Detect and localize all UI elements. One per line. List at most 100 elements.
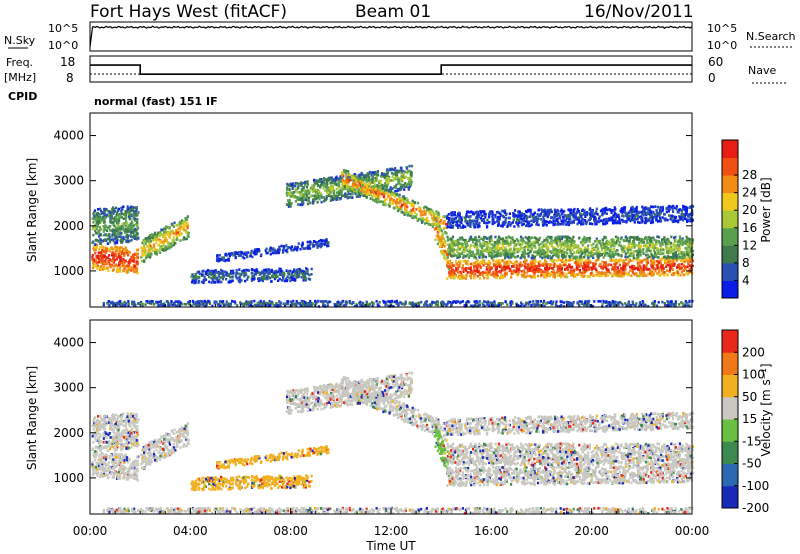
power-cell xyxy=(287,193,290,196)
power-cell xyxy=(591,251,594,255)
power-cell xyxy=(437,238,440,242)
power-cell xyxy=(475,269,478,273)
power-cell xyxy=(617,274,620,278)
power-cell xyxy=(371,198,375,202)
power-cell xyxy=(135,260,139,263)
power-cell xyxy=(169,245,172,249)
power-cell xyxy=(278,273,281,276)
power-cell xyxy=(674,239,677,242)
power-cell xyxy=(194,281,197,285)
power-cell xyxy=(565,235,569,239)
power-cell xyxy=(444,215,447,218)
power-cell xyxy=(163,227,166,231)
power-cell xyxy=(469,271,472,274)
power-cell xyxy=(298,196,301,200)
power-cell xyxy=(550,251,553,255)
power-cell xyxy=(454,240,457,243)
power-cell xyxy=(353,188,356,191)
power-cell xyxy=(122,265,125,268)
power-cell xyxy=(564,263,567,267)
power-cell xyxy=(135,237,138,241)
power-cell xyxy=(331,177,334,181)
power-cell xyxy=(655,254,658,257)
power-cell xyxy=(307,247,310,250)
power-cell xyxy=(365,196,368,199)
power-cell xyxy=(552,275,555,278)
power-cell xyxy=(373,173,376,176)
power-cell xyxy=(329,187,332,191)
power-cell xyxy=(583,250,587,254)
power-cell xyxy=(154,233,157,236)
power-cell xyxy=(587,252,590,256)
power-cell xyxy=(267,276,271,279)
power-cell xyxy=(185,218,189,221)
power-cell xyxy=(235,274,238,277)
power-cell xyxy=(498,252,501,256)
power-cell xyxy=(398,201,401,204)
power-cell xyxy=(548,235,551,239)
power-cell xyxy=(342,169,346,172)
power-cell xyxy=(294,245,297,249)
power-cell xyxy=(136,262,139,266)
power-cell xyxy=(446,239,449,242)
power-cell xyxy=(672,256,675,260)
power-cell xyxy=(410,180,413,184)
power-cell xyxy=(273,248,276,252)
power-cell xyxy=(575,258,578,261)
power-cell xyxy=(595,268,598,272)
power-cell xyxy=(97,240,100,243)
power-cell xyxy=(254,269,257,272)
power-cell xyxy=(91,258,94,261)
power-cell xyxy=(304,183,307,187)
power-cell xyxy=(473,261,476,265)
power-cell xyxy=(662,267,665,270)
power-cell xyxy=(425,216,429,220)
power-cell xyxy=(360,185,363,189)
power-cell xyxy=(112,212,115,215)
power-cell xyxy=(230,252,234,256)
power-cell xyxy=(278,248,281,251)
power-cell xyxy=(604,253,607,256)
power-cell xyxy=(672,264,675,267)
power-cell xyxy=(622,272,625,275)
power-cell xyxy=(130,266,133,269)
power-cell xyxy=(394,189,397,193)
power-cell xyxy=(300,199,303,202)
power-cell xyxy=(136,222,139,226)
power-cell xyxy=(678,257,682,261)
power-cell xyxy=(249,251,253,255)
power-cell xyxy=(404,175,407,179)
power-cell xyxy=(656,235,659,239)
power-cell xyxy=(221,272,224,276)
power-cell xyxy=(408,179,411,183)
power-cell xyxy=(489,238,492,241)
power-cell xyxy=(238,276,241,279)
date-title: 16/Nov/2011 xyxy=(584,2,694,22)
power-cell xyxy=(183,228,186,232)
power-cell xyxy=(131,253,135,257)
power-cell xyxy=(355,190,358,193)
power-cell xyxy=(585,240,588,243)
power-cell xyxy=(121,208,124,211)
power-cell xyxy=(508,269,511,273)
power-cell xyxy=(330,187,334,191)
power-cell xyxy=(440,245,444,248)
power-cell xyxy=(302,279,305,282)
power-cell xyxy=(318,243,321,246)
power-cell xyxy=(550,271,553,274)
power-cell xyxy=(359,179,362,183)
power-cell xyxy=(122,269,125,272)
power-cell xyxy=(244,272,247,275)
power-cell xyxy=(611,266,615,269)
power-cell xyxy=(324,239,327,242)
power-cell xyxy=(661,270,664,273)
power-cell xyxy=(112,251,115,254)
power-cell xyxy=(494,260,497,264)
power-cell xyxy=(465,261,468,265)
power-cell xyxy=(140,255,143,259)
power-cell xyxy=(506,238,509,242)
power-cell xyxy=(91,253,94,257)
power-cell xyxy=(136,218,139,221)
power-cell xyxy=(604,248,607,251)
power-cell xyxy=(107,209,110,213)
